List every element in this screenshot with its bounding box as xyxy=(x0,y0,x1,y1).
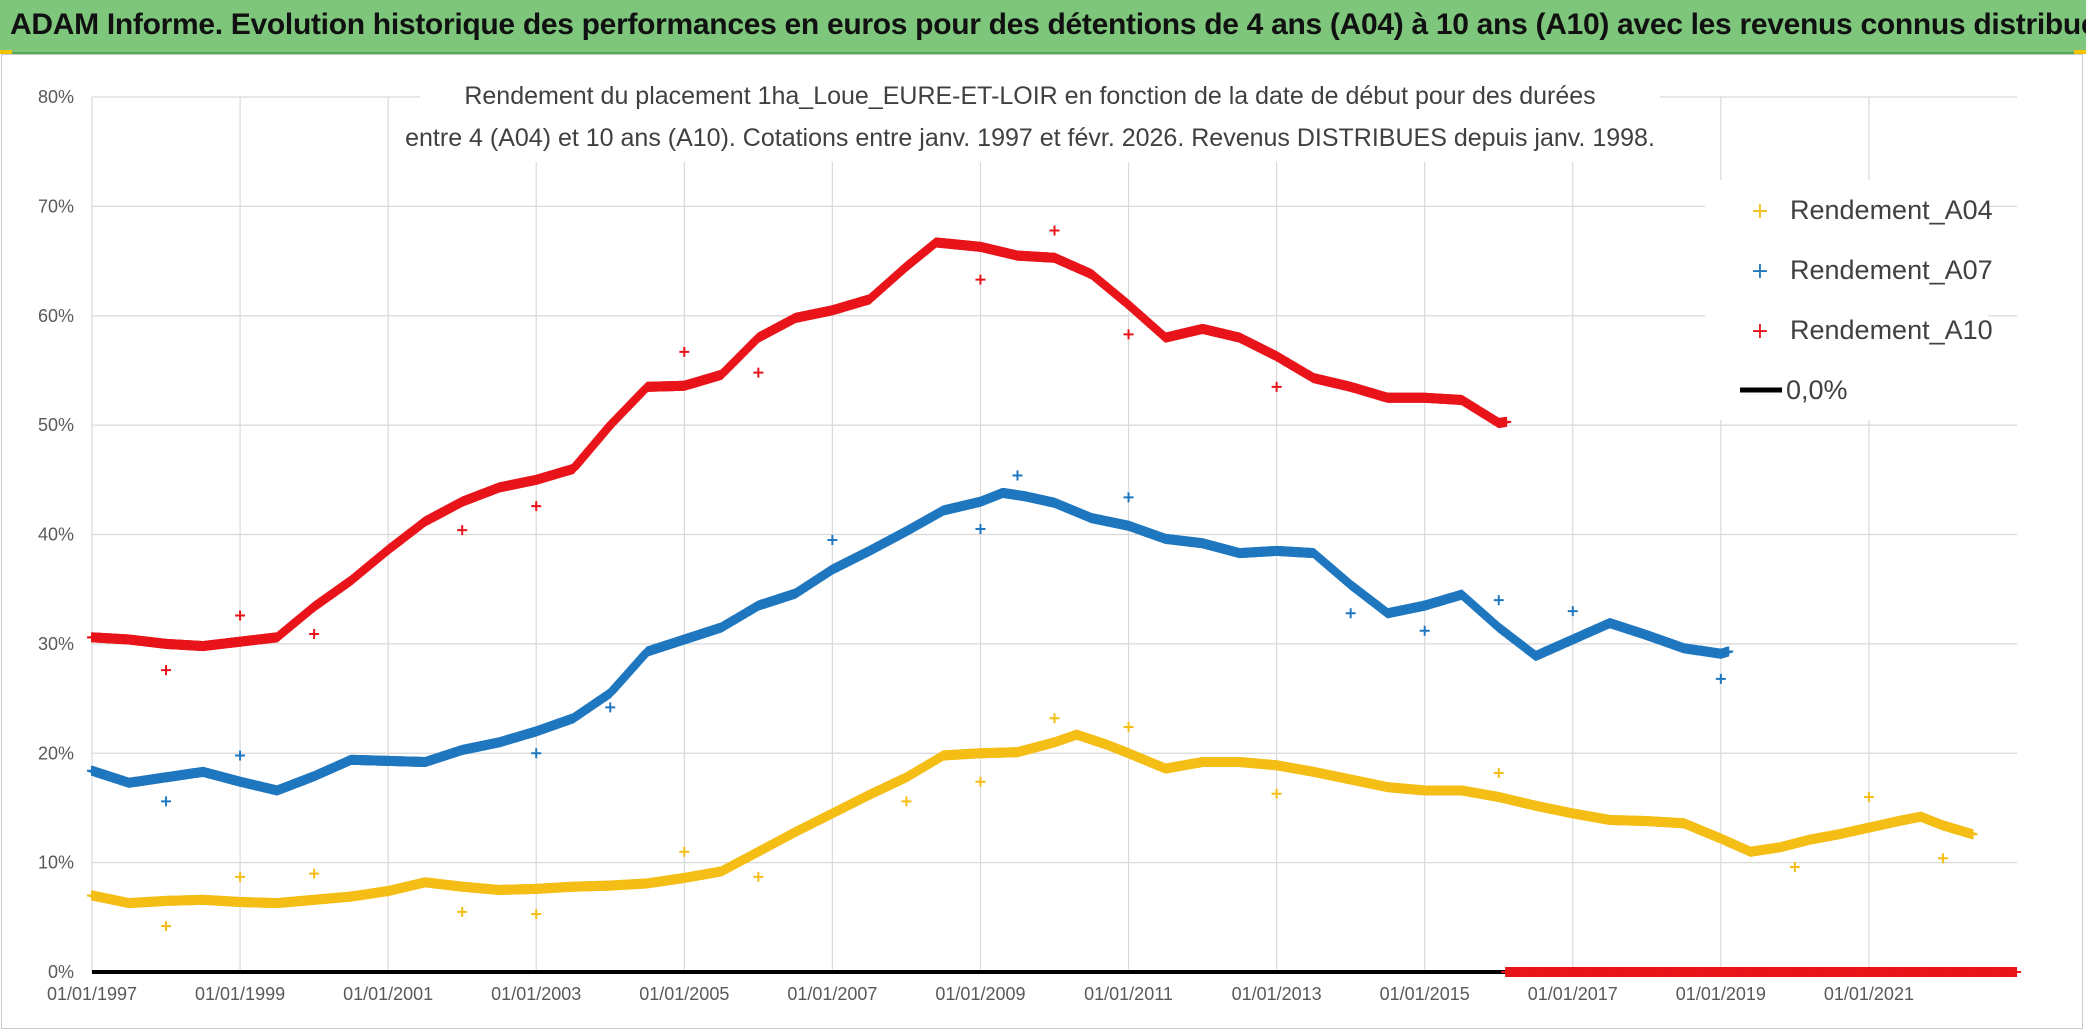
plot-area xyxy=(87,225,2022,977)
series-a04 xyxy=(87,713,1978,932)
y-tick-label: 0% xyxy=(48,962,74,982)
outlier-point xyxy=(1345,608,1356,619)
report-banner: ADAM Informe. Evolution historique des p… xyxy=(0,0,2086,54)
y-tick-label: 50% xyxy=(38,415,74,435)
outlier-point xyxy=(1123,722,1134,732)
x-axis-ticks: 01/01/1997 01/01/1999 01/01/2001 01/01/2003… xyxy=(47,984,1914,1004)
outlier-point xyxy=(1493,767,1504,778)
outlier-point xyxy=(531,909,542,920)
x-tick-label: 01/01/2015 xyxy=(1380,984,1470,1004)
chart-frame xyxy=(1,54,2083,1029)
y-tick-label: 10% xyxy=(38,853,74,873)
outlier-point xyxy=(1271,788,1282,799)
y-axis-ticks: 0% 10% 20% 30% 40% 50% 60% 70% 80% xyxy=(38,87,74,982)
outlier-point xyxy=(975,524,986,535)
outlier-point xyxy=(161,796,172,807)
x-tick-label: 01/01/1997 xyxy=(47,984,137,1004)
y-tick-label: 80% xyxy=(38,87,74,107)
y-tick-label: 70% xyxy=(38,196,74,216)
outlier-point xyxy=(1493,595,1504,606)
outlier-point xyxy=(975,776,986,787)
outlier-point xyxy=(309,868,320,879)
x-tick-label: 01/01/2001 xyxy=(343,984,433,1004)
outlier-point xyxy=(1863,792,1874,802)
outlier-point xyxy=(531,748,542,759)
outlier-point xyxy=(827,534,838,545)
outlier-point xyxy=(901,796,912,807)
x-tick-label: 01/01/2017 xyxy=(1528,984,1618,1004)
x-tick-label: 01/01/2009 xyxy=(935,984,1025,1004)
outlier-point xyxy=(1123,492,1134,503)
x-tick-label: 01/01/2011 xyxy=(1084,984,1173,1004)
outlier-point xyxy=(457,906,468,917)
y-tick-label: 60% xyxy=(38,306,74,326)
x-tick-label: 01/01/2021 xyxy=(1824,984,1914,1004)
outlier-point xyxy=(1049,713,1060,724)
x-tick-label: 01/01/2005 xyxy=(639,984,729,1004)
series-a07 xyxy=(87,470,1734,807)
x-tick-label: 01/01/1999 xyxy=(195,984,285,1004)
y-tick-label: 40% xyxy=(38,525,74,545)
banner-corner-left xyxy=(0,50,12,54)
outlier-point xyxy=(1789,862,1800,872)
x-tick-label: 01/01/2013 xyxy=(1232,984,1322,1004)
outlier-point xyxy=(1419,625,1430,636)
outlier-point xyxy=(1012,470,1023,481)
y-tick-label: 20% xyxy=(38,743,74,763)
outlier-point xyxy=(679,846,690,857)
banner-corner-right xyxy=(2074,50,2086,54)
outlier-point xyxy=(1937,853,1948,864)
x-tick-label: 01/01/2007 xyxy=(787,984,877,1004)
outlier-point xyxy=(605,702,616,713)
outlier-point xyxy=(1715,673,1726,684)
x-tick-label: 01/01/2019 xyxy=(1676,984,1766,1004)
y-tick-label: 30% xyxy=(38,634,74,654)
outlier-point xyxy=(161,921,172,932)
x-tick-label: 01/01/2003 xyxy=(491,984,581,1004)
report-banner-title: ADAM Informe. Evolution historique des p… xyxy=(10,8,2086,41)
outlier-point xyxy=(235,871,246,882)
outlier-point xyxy=(753,871,764,882)
outlier-point xyxy=(235,750,246,761)
outlier-point xyxy=(1567,606,1578,617)
